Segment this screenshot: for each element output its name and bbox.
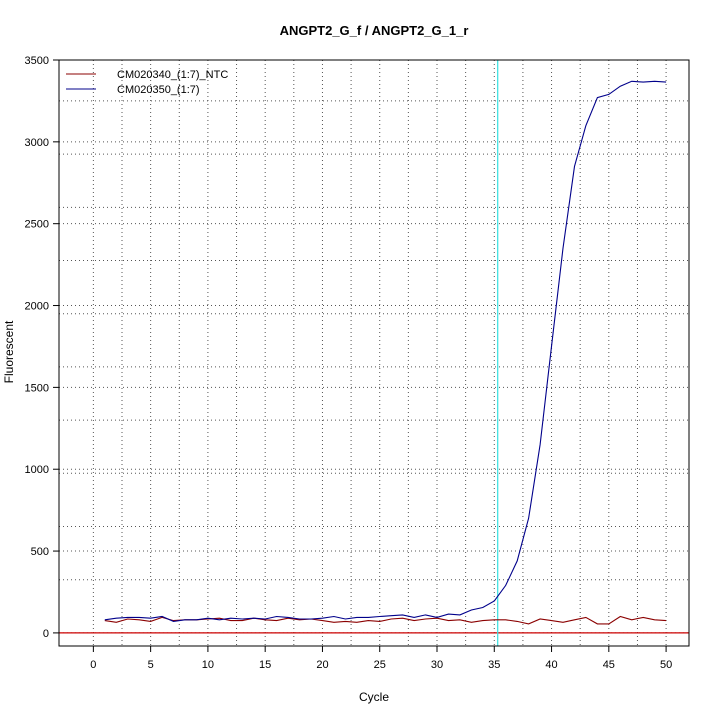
x-tick-label: 35 <box>488 659 500 671</box>
legend: CM020340_(1:7)_NTC CM020350_(1:7) <box>66 69 228 96</box>
x-tick-label: 25 <box>374 659 386 671</box>
legend-label: CM020340_(1:7)_NTC <box>117 69 228 81</box>
axes: 0 5 10 15 20 25 30 35 40 45 5005001000150020002500… <box>25 55 673 671</box>
y-tick-label: 500 <box>31 546 49 558</box>
y-tick-label: 2000 <box>25 301 49 313</box>
x-tick-label: 15 <box>259 659 271 671</box>
x-tick-label: 20 <box>316 659 328 671</box>
series-line-2 <box>104 80 667 622</box>
x-axis-title: Cycle <box>359 690 389 704</box>
x-tick-label: 30 <box>431 659 443 671</box>
grid <box>59 59 689 646</box>
x-tick-label: 45 <box>603 659 615 671</box>
y-tick-label: 3000 <box>25 137 49 149</box>
reference-lines <box>59 60 689 646</box>
plot-frame <box>58 59 690 647</box>
series-group <box>104 80 667 625</box>
y-tick-label: 2500 <box>25 219 49 231</box>
x-tick-label: 5 <box>148 659 154 671</box>
x-tick-label: 0 <box>90 659 96 671</box>
x-tick-label: 40 <box>545 659 557 671</box>
y-tick-label: 0 <box>43 628 49 640</box>
y-tick-label: 1500 <box>25 382 49 394</box>
x-tick-label: 50 <box>660 659 672 671</box>
x-tick-label: 10 <box>202 659 214 671</box>
y-axis-title: Fluorescent <box>2 320 16 383</box>
y-tick-label: 1000 <box>25 464 49 476</box>
chart-title: ANGPT2_G_f / ANGPT2_G_1_r <box>280 23 469 38</box>
legend-label: CM020350_(1:7) <box>117 84 200 96</box>
y-tick-label: 3500 <box>25 55 49 67</box>
